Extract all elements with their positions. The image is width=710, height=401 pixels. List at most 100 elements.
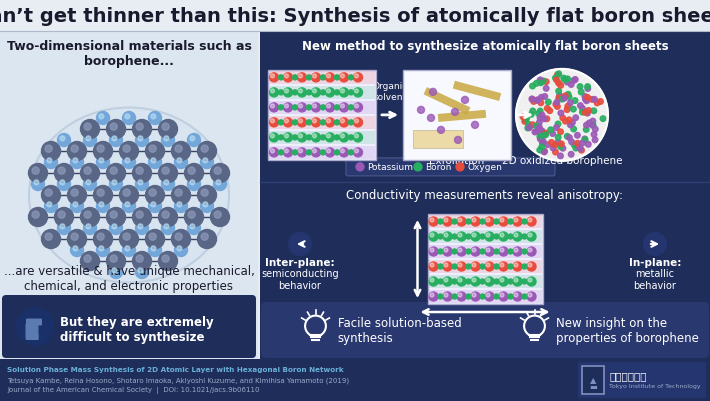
- FancyBboxPatch shape: [427, 215, 542, 304]
- Circle shape: [84, 168, 91, 175]
- Circle shape: [494, 279, 499, 284]
- Circle shape: [443, 233, 452, 241]
- Circle shape: [109, 134, 123, 147]
- Circle shape: [136, 134, 148, 147]
- Circle shape: [527, 217, 536, 227]
- Circle shape: [528, 248, 532, 252]
- Circle shape: [188, 211, 195, 219]
- Circle shape: [571, 107, 576, 113]
- Circle shape: [55, 164, 74, 183]
- Circle shape: [354, 89, 363, 97]
- Circle shape: [513, 233, 522, 241]
- Circle shape: [334, 121, 339, 126]
- Circle shape: [457, 262, 466, 271]
- Circle shape: [325, 119, 334, 128]
- Circle shape: [531, 99, 537, 105]
- Circle shape: [45, 190, 53, 197]
- Text: Boron: Boron: [425, 163, 452, 172]
- Circle shape: [32, 211, 39, 219]
- Circle shape: [543, 131, 548, 137]
- Text: Potassium: Potassium: [367, 163, 413, 172]
- Circle shape: [175, 200, 187, 213]
- Circle shape: [97, 233, 104, 241]
- FancyBboxPatch shape: [269, 132, 375, 144]
- Circle shape: [458, 233, 462, 237]
- Circle shape: [55, 208, 74, 227]
- Circle shape: [298, 90, 302, 94]
- Circle shape: [539, 95, 544, 101]
- Circle shape: [486, 293, 490, 297]
- Circle shape: [334, 150, 339, 156]
- Circle shape: [312, 119, 320, 128]
- Circle shape: [283, 74, 293, 83]
- Circle shape: [164, 180, 169, 185]
- Circle shape: [80, 120, 99, 139]
- Circle shape: [190, 180, 195, 185]
- FancyBboxPatch shape: [26, 323, 38, 340]
- Circle shape: [354, 90, 359, 94]
- Circle shape: [339, 74, 349, 83]
- Circle shape: [162, 168, 169, 175]
- Circle shape: [214, 178, 226, 191]
- Circle shape: [125, 203, 130, 207]
- Circle shape: [99, 203, 104, 207]
- Circle shape: [573, 146, 579, 152]
- Circle shape: [485, 217, 494, 227]
- Circle shape: [161, 178, 175, 191]
- Circle shape: [149, 190, 156, 197]
- Circle shape: [41, 186, 60, 205]
- Circle shape: [530, 123, 535, 128]
- Circle shape: [472, 233, 476, 237]
- Circle shape: [312, 105, 317, 109]
- Circle shape: [499, 247, 508, 256]
- Circle shape: [514, 248, 518, 252]
- Circle shape: [579, 106, 585, 112]
- Circle shape: [354, 105, 359, 109]
- Circle shape: [175, 190, 182, 197]
- Text: Inter-plane:: Inter-plane:: [266, 257, 335, 267]
- Circle shape: [327, 135, 330, 138]
- Circle shape: [119, 230, 138, 249]
- FancyBboxPatch shape: [2, 295, 256, 358]
- Circle shape: [557, 96, 563, 101]
- Circle shape: [283, 119, 293, 128]
- Circle shape: [270, 74, 278, 83]
- Circle shape: [536, 111, 541, 117]
- Circle shape: [307, 121, 312, 126]
- Circle shape: [569, 83, 574, 88]
- Circle shape: [175, 244, 187, 257]
- Circle shape: [485, 233, 494, 241]
- Circle shape: [430, 263, 434, 267]
- Circle shape: [58, 178, 70, 191]
- Circle shape: [312, 135, 317, 138]
- FancyBboxPatch shape: [35, 334, 38, 340]
- Circle shape: [271, 119, 275, 124]
- Circle shape: [480, 264, 485, 269]
- Circle shape: [542, 94, 547, 100]
- Circle shape: [540, 141, 545, 146]
- Circle shape: [565, 104, 571, 110]
- Circle shape: [298, 150, 302, 154]
- Circle shape: [270, 119, 278, 128]
- Circle shape: [283, 148, 293, 158]
- Circle shape: [312, 134, 320, 142]
- Circle shape: [527, 262, 536, 271]
- Circle shape: [112, 268, 117, 273]
- Circle shape: [185, 208, 204, 227]
- Circle shape: [550, 146, 556, 152]
- Circle shape: [513, 217, 522, 227]
- Circle shape: [540, 134, 546, 140]
- Circle shape: [58, 222, 70, 235]
- Circle shape: [585, 95, 590, 101]
- Circle shape: [285, 90, 288, 94]
- Circle shape: [354, 75, 359, 79]
- Circle shape: [530, 84, 535, 89]
- Circle shape: [414, 164, 422, 172]
- Circle shape: [99, 246, 104, 251]
- Circle shape: [514, 219, 518, 223]
- Text: But they are extremely: But they are extremely: [60, 315, 214, 328]
- Circle shape: [151, 246, 156, 251]
- Circle shape: [187, 222, 200, 235]
- Circle shape: [162, 255, 169, 263]
- Circle shape: [73, 158, 78, 164]
